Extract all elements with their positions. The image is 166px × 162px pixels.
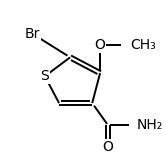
Text: Br: Br xyxy=(25,27,40,41)
Text: S: S xyxy=(41,69,49,83)
Text: O: O xyxy=(103,140,113,154)
Text: O: O xyxy=(95,38,106,52)
Text: NH₂: NH₂ xyxy=(136,118,163,132)
Text: CH₃: CH₃ xyxy=(130,38,156,52)
